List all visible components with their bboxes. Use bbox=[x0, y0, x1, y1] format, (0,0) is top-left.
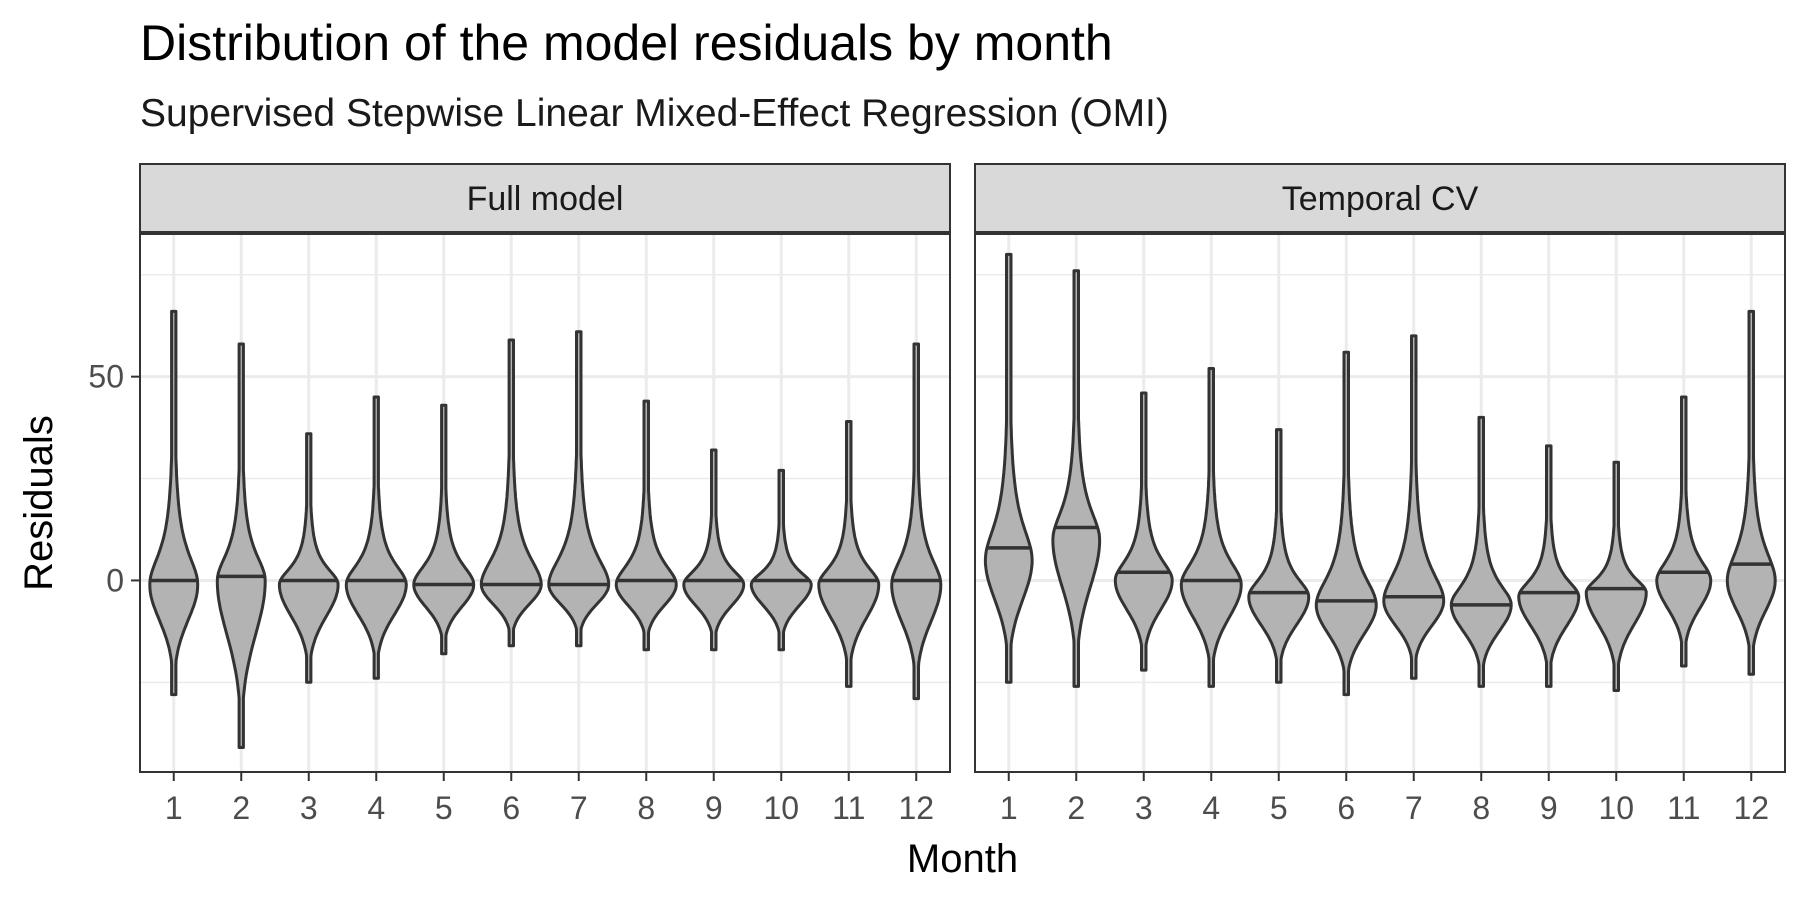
x-tick-label: 3 bbox=[300, 790, 318, 826]
violin-month-6 bbox=[1314, 350, 1378, 697]
violin-month-7 bbox=[1382, 334, 1446, 680]
x-tick-label: 7 bbox=[1405, 790, 1423, 826]
x-tick-label: 10 bbox=[1598, 790, 1634, 826]
violin-month-10 bbox=[749, 468, 813, 652]
facet-strip bbox=[139, 163, 951, 233]
violin-month-2 bbox=[215, 342, 267, 749]
x-tick-label: 10 bbox=[763, 790, 799, 826]
y-tick-label: 0 bbox=[106, 562, 124, 598]
violin-month-5 bbox=[412, 403, 476, 656]
y-tick-label: 50 bbox=[88, 359, 124, 395]
violin-month-3 bbox=[277, 432, 340, 684]
facet-label: Full model bbox=[467, 180, 624, 218]
x-tick-label: 1 bbox=[165, 790, 183, 826]
x-tick-label: 9 bbox=[1540, 790, 1558, 826]
violin-month-8 bbox=[614, 399, 678, 652]
chart-subtitle: Supervised Stepwise Linear Mixed-Effect … bbox=[140, 92, 1169, 135]
violin-month-2 bbox=[1051, 269, 1102, 688]
violin-month-9 bbox=[682, 448, 746, 652]
x-tick-label: 8 bbox=[637, 790, 655, 826]
facet-strip bbox=[974, 163, 1786, 233]
x-tick-label: 7 bbox=[570, 790, 588, 826]
violin-month-4 bbox=[344, 395, 408, 680]
x-tick-label: 11 bbox=[832, 790, 865, 826]
panel-border bbox=[139, 233, 951, 773]
violin-month-3 bbox=[1113, 391, 1174, 672]
x-tick-label: 12 bbox=[898, 790, 934, 826]
x-tick-label: 11 bbox=[1667, 790, 1700, 826]
violin-month-6 bbox=[479, 338, 543, 648]
panel-background bbox=[140, 234, 950, 772]
x-tick-label: 6 bbox=[1337, 790, 1355, 826]
violin-month-11 bbox=[1655, 395, 1713, 668]
violin-month-1 bbox=[983, 252, 1034, 684]
violin-month-5 bbox=[1247, 428, 1311, 684]
x-tick-label: 6 bbox=[502, 790, 520, 826]
x-tick-label: 5 bbox=[1270, 790, 1288, 826]
x-tick-label: 3 bbox=[1135, 790, 1153, 826]
panel-background bbox=[975, 234, 1785, 772]
x-tick-label: 9 bbox=[705, 790, 723, 826]
violin-month-12 bbox=[1725, 309, 1777, 676]
x-tick-label: 4 bbox=[1202, 790, 1220, 826]
violin-month-11 bbox=[817, 420, 881, 688]
panel-border bbox=[974, 233, 1786, 773]
x-tick-label: 12 bbox=[1733, 790, 1769, 826]
x-tick-label: 8 bbox=[1472, 790, 1490, 826]
violin-month-1 bbox=[148, 309, 200, 697]
x-axis-title: Month bbox=[907, 837, 1018, 881]
facet-label: Temporal CV bbox=[1282, 180, 1479, 218]
violin-month-9 bbox=[1517, 444, 1581, 688]
x-tick-label: 2 bbox=[1067, 790, 1085, 826]
x-tick-label: 5 bbox=[435, 790, 453, 826]
x-tick-label: 1 bbox=[1000, 790, 1018, 826]
x-tick-label: 2 bbox=[232, 790, 250, 826]
y-axis-title: Residuals bbox=[17, 415, 61, 591]
chart-title: Distribution of the model residuals by m… bbox=[140, 15, 1113, 71]
violin-month-10 bbox=[1584, 460, 1648, 692]
violin-month-8 bbox=[1449, 415, 1513, 688]
x-tick-label: 4 bbox=[367, 790, 385, 826]
violin-month-7 bbox=[547, 330, 611, 648]
